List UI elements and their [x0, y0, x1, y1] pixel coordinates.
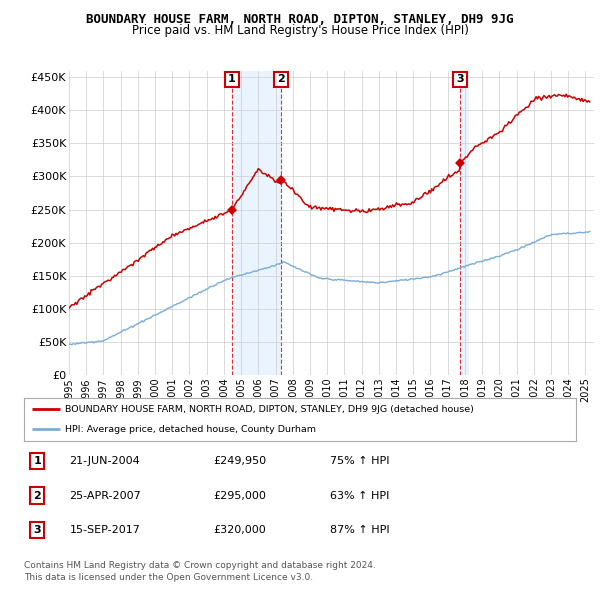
- Text: This data is licensed under the Open Government Licence v3.0.: This data is licensed under the Open Gov…: [24, 572, 313, 582]
- Text: 1: 1: [228, 74, 236, 84]
- Text: Price paid vs. HM Land Registry's House Price Index (HPI): Price paid vs. HM Land Registry's House …: [131, 24, 469, 37]
- Text: Contains HM Land Registry data © Crown copyright and database right 2024.: Contains HM Land Registry data © Crown c…: [24, 560, 376, 570]
- Text: 21-JUN-2004: 21-JUN-2004: [70, 457, 140, 466]
- Text: 63% ↑ HPI: 63% ↑ HPI: [331, 491, 389, 500]
- Text: 2: 2: [277, 74, 285, 84]
- Text: 2: 2: [34, 491, 41, 500]
- Text: BOUNDARY HOUSE FARM, NORTH ROAD, DIPTON, STANLEY, DH9 9JG (detached house): BOUNDARY HOUSE FARM, NORTH ROAD, DIPTON,…: [65, 405, 474, 414]
- Text: £249,950: £249,950: [214, 457, 266, 466]
- Text: 1: 1: [34, 457, 41, 466]
- Text: 3: 3: [456, 74, 464, 84]
- Text: BOUNDARY HOUSE FARM, NORTH ROAD, DIPTON, STANLEY, DH9 9JG: BOUNDARY HOUSE FARM, NORTH ROAD, DIPTON,…: [86, 13, 514, 26]
- Text: 15-SEP-2017: 15-SEP-2017: [70, 525, 140, 535]
- Text: HPI: Average price, detached house, County Durham: HPI: Average price, detached house, Coun…: [65, 425, 316, 434]
- Bar: [460, 71, 469, 375]
- Text: 25-APR-2007: 25-APR-2007: [69, 491, 141, 500]
- Bar: [232, 71, 281, 375]
- Text: £320,000: £320,000: [214, 525, 266, 535]
- Text: 87% ↑ HPI: 87% ↑ HPI: [330, 525, 390, 535]
- Text: 3: 3: [34, 525, 41, 535]
- Text: £295,000: £295,000: [214, 491, 266, 500]
- Text: 75% ↑ HPI: 75% ↑ HPI: [330, 457, 390, 466]
